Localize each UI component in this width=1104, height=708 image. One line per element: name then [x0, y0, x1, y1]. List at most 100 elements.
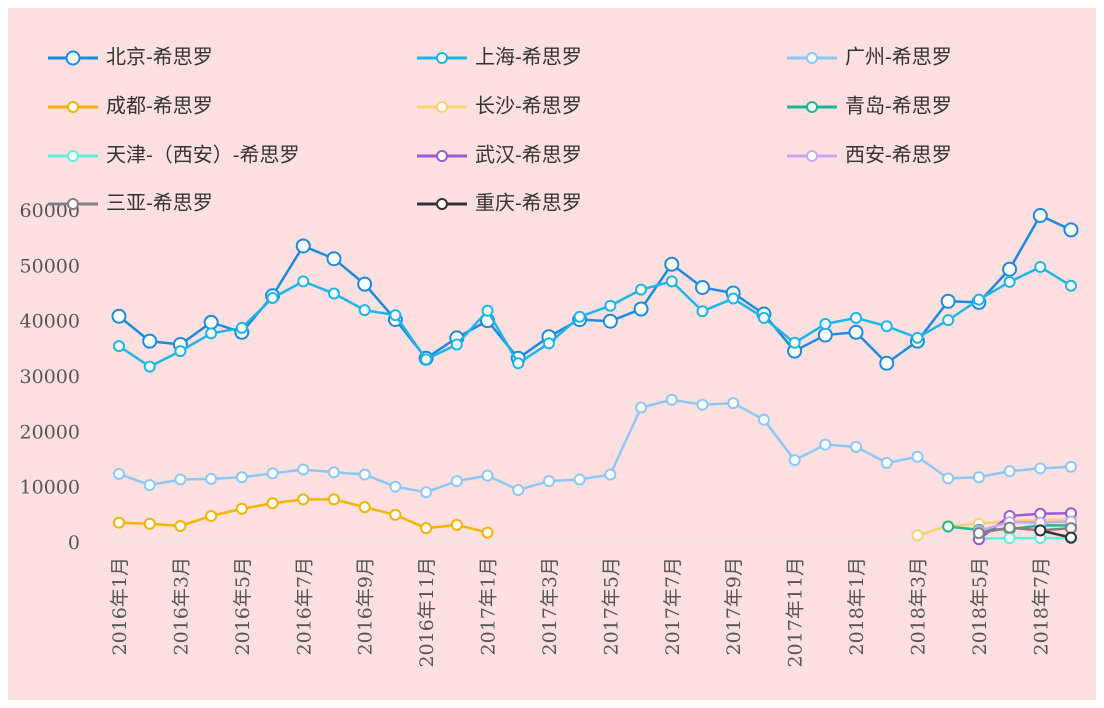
x-tick-label: 2017年7月 — [662, 557, 684, 655]
marker — [727, 397, 740, 410]
marker — [358, 468, 371, 481]
x-tick-label: 2018年5月 — [969, 557, 991, 655]
y-tick-label: 30000 — [20, 366, 80, 388]
marker — [111, 308, 127, 324]
marker — [174, 473, 187, 486]
marker — [205, 472, 218, 485]
marker — [1034, 524, 1047, 537]
marker — [235, 321, 248, 334]
y-tick-label: 10000 — [20, 477, 80, 499]
legend-marker — [806, 101, 818, 113]
legend-label: 成都-希思罗 — [106, 94, 213, 118]
marker — [327, 287, 340, 300]
marker — [420, 486, 433, 499]
marker — [848, 324, 864, 340]
marker — [635, 401, 648, 414]
marker — [757, 311, 770, 324]
y-tick-label: 40000 — [20, 311, 80, 333]
background — [8, 8, 1096, 700]
marker — [113, 340, 125, 353]
x-tick-label: 2018年1月 — [846, 557, 868, 655]
marker — [297, 493, 310, 506]
y-tick-label: 50000 — [20, 255, 80, 277]
marker — [1034, 462, 1047, 475]
y-tick-label: 0 — [68, 532, 80, 554]
marker — [481, 469, 494, 482]
marker — [450, 338, 463, 351]
marker — [174, 519, 187, 532]
marker — [972, 527, 985, 540]
x-tick-label: 2017年11月 — [785, 557, 807, 668]
marker — [972, 471, 985, 484]
marker — [1032, 208, 1048, 224]
marker — [297, 463, 310, 476]
x-tick-label: 2018年3月 — [907, 557, 929, 655]
marker — [880, 320, 893, 333]
marker — [911, 331, 924, 344]
line — [978, 520, 1072, 533]
marker — [757, 413, 770, 426]
marker — [327, 466, 340, 479]
marker — [420, 522, 433, 535]
marker — [542, 475, 555, 488]
marker — [880, 456, 893, 469]
marker — [235, 502, 248, 515]
marker — [1034, 260, 1047, 273]
x-tick-label: 2017年9月 — [723, 557, 745, 655]
x-tick-label: 2016年7月 — [293, 557, 315, 655]
marker — [942, 314, 955, 327]
marker — [1063, 222, 1079, 238]
y-tick-label: 20000 — [20, 421, 80, 443]
x-tick-label: 2016年11月 — [416, 557, 438, 668]
marker — [819, 317, 832, 330]
legend-marker — [436, 198, 448, 210]
x-tick-label: 2018年7月 — [1030, 557, 1052, 655]
marker — [1065, 531, 1077, 544]
marker — [358, 501, 371, 514]
marker — [481, 526, 494, 539]
series — [113, 493, 494, 539]
legend-marker — [436, 150, 448, 162]
x-tick-label: 2016年3月 — [170, 557, 192, 655]
marker — [358, 304, 371, 317]
legend-marker — [67, 101, 79, 113]
marker — [542, 337, 555, 350]
series — [113, 393, 1077, 499]
marker — [1002, 261, 1018, 277]
x-tick-label: 2016年9月 — [355, 557, 377, 655]
legend-label: 西安-希思罗 — [845, 143, 952, 167]
marker — [727, 292, 740, 305]
marker — [235, 471, 248, 484]
marker — [450, 475, 463, 488]
marker — [602, 313, 618, 329]
marker — [696, 398, 709, 411]
legend-label: 广州-希思罗 — [845, 45, 952, 69]
marker — [665, 275, 678, 288]
line — [978, 526, 1072, 535]
marker — [635, 283, 648, 296]
x-tick-label: 2017年3月 — [539, 557, 561, 655]
series — [113, 260, 1077, 373]
legend-marker — [436, 52, 448, 64]
marker — [817, 327, 833, 343]
marker — [326, 251, 342, 267]
marker — [420, 353, 433, 366]
marker — [1003, 521, 1016, 534]
legend-marker — [436, 101, 448, 113]
legend-label: 长沙-希思罗 — [475, 94, 582, 118]
marker — [604, 468, 617, 481]
marker — [696, 305, 709, 318]
legend-label: 武汉-希思罗 — [475, 143, 582, 167]
legend-label: 重庆-希思罗 — [475, 191, 582, 215]
marker — [113, 516, 125, 529]
legend-label: 天津-（西安）-希思罗 — [106, 143, 300, 167]
marker — [633, 301, 649, 317]
marker — [266, 467, 279, 480]
marker — [942, 520, 955, 533]
x-tick-label: 2016年5月 — [232, 557, 254, 655]
marker — [389, 508, 402, 521]
marker — [357, 276, 373, 292]
marker — [911, 529, 924, 542]
legend-label: 北京-希思罗 — [106, 45, 213, 69]
